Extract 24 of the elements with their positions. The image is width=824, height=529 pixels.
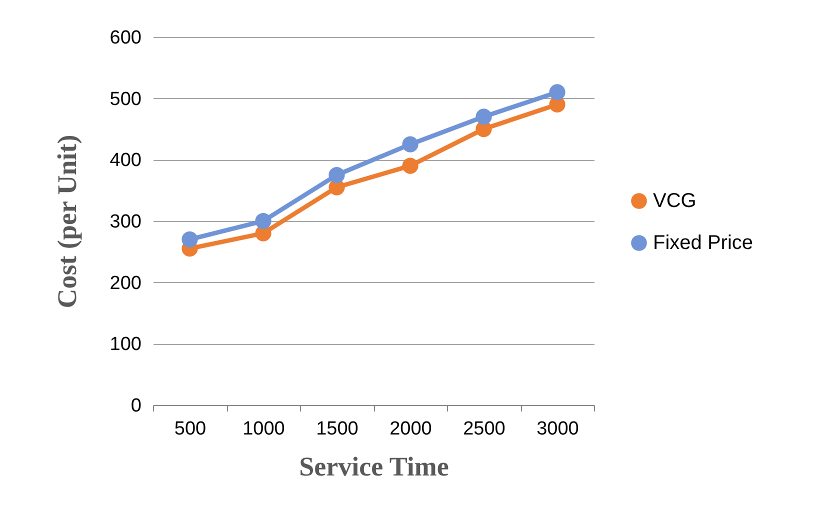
y-tick-label: 300 bbox=[110, 212, 142, 232]
point bbox=[402, 158, 418, 174]
x-tick-label: 500 bbox=[174, 418, 206, 440]
y-tick-label: 400 bbox=[110, 150, 142, 172]
x-tick-label: 2000 bbox=[390, 418, 432, 440]
point bbox=[549, 84, 566, 100]
legend-label: VCG bbox=[653, 190, 696, 212]
y-tick-label: 500 bbox=[110, 88, 142, 110]
point bbox=[476, 108, 492, 125]
x-tick-label: 2500 bbox=[463, 418, 506, 440]
x-tick-label: 1000 bbox=[242, 418, 285, 440]
y-tick-label: 600 bbox=[110, 28, 142, 48]
y-axis-title: Cost (per Unit) bbox=[52, 134, 82, 308]
point bbox=[255, 212, 272, 230]
point bbox=[182, 231, 198, 248]
point bbox=[402, 136, 418, 152]
x-tick-label: 3000 bbox=[536, 418, 579, 440]
point bbox=[328, 166, 345, 184]
y-tick-label: 200 bbox=[110, 272, 142, 294]
x-axis-title: Service Time bbox=[299, 452, 449, 482]
y-tick-label: 100 bbox=[110, 334, 142, 356]
y-tick-label: 0 bbox=[130, 396, 142, 416]
legend-label: Fixed Price bbox=[653, 232, 754, 254]
x-tick-label: 1500 bbox=[316, 418, 358, 440]
